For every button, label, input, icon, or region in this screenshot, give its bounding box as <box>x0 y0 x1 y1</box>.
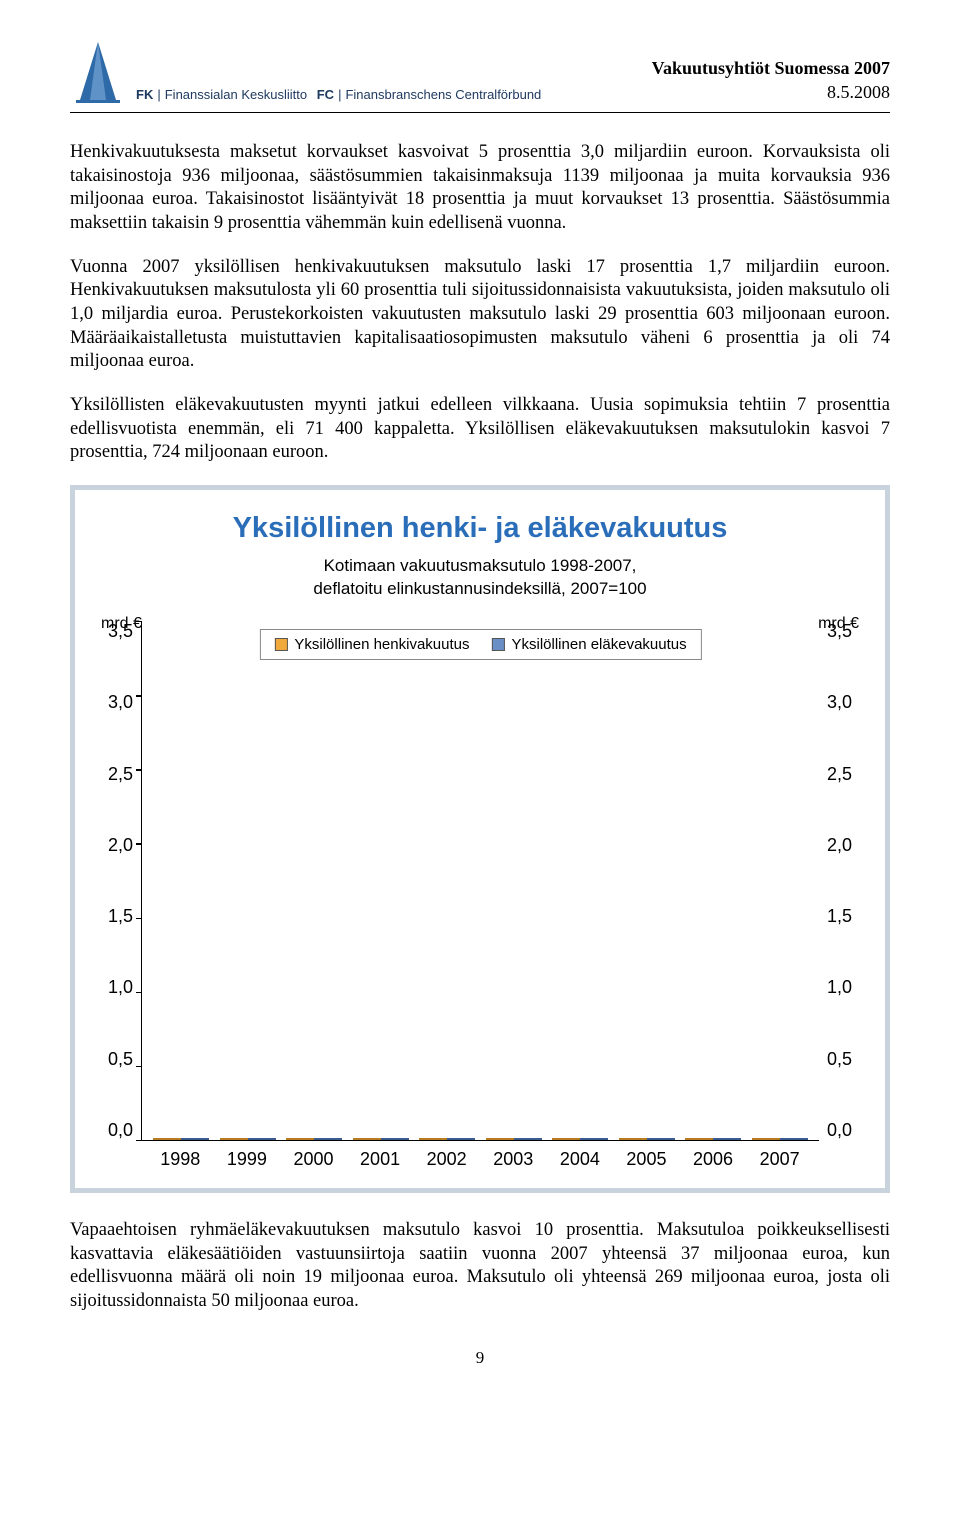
y-tick-label: 3,0 <box>101 692 133 713</box>
bar-series1 <box>752 1138 780 1140</box>
bar-series1 <box>685 1138 713 1140</box>
y-tick-label: 3,0 <box>827 692 859 713</box>
bar-group <box>684 1138 742 1140</box>
x-tick-label: 1999 <box>218 1149 276 1170</box>
x-tick-label: 2004 <box>551 1149 609 1170</box>
paragraph-3: Yksilöllisten eläkevakuutusten myynti ja… <box>70 394 890 465</box>
y-tick-label: 0,5 <box>827 1049 859 1070</box>
x-tick-label: 2001 <box>351 1149 409 1170</box>
x-tick-label: 2002 <box>418 1149 476 1170</box>
chart-area: 3,53,02,52,01,51,00,50,0 Yksilöllinen he… <box>101 621 859 1141</box>
bar-group <box>751 1138 809 1140</box>
x-tick-label: 2006 <box>684 1149 742 1170</box>
y-ticks-left: 3,53,02,52,01,51,00,50,0 <box>101 621 141 1141</box>
bar-group <box>618 1138 676 1140</box>
x-tick-label: 2000 <box>284 1149 342 1170</box>
y-tick-mark <box>136 992 142 994</box>
bar-series1 <box>353 1138 381 1140</box>
page-header: FK|Finanssialan Keskusliitto FC|Finansbr… <box>70 40 890 113</box>
chart-container: Yksilöllinen henki- ja eläkevakuutus Kot… <box>70 485 890 1193</box>
y-tick-label: 2,5 <box>827 764 859 785</box>
doc-date: 8.5.2008 <box>652 81 890 104</box>
bar-series1 <box>220 1138 248 1140</box>
logo-block: FK|Finanssialan Keskusliitto FC|Finansbr… <box>70 40 541 106</box>
y-tick-label: 0,0 <box>827 1120 859 1141</box>
y-tick-label: 0,0 <box>101 1120 133 1141</box>
y-tick-label: 2,0 <box>101 835 133 856</box>
bar-series1 <box>552 1138 580 1140</box>
bar-series2 <box>780 1138 808 1140</box>
bar-group <box>485 1138 543 1140</box>
y-tick-mark <box>136 1140 142 1142</box>
plot-area: Yksilöllinen henkivakuutus Yksilöllinen … <box>141 621 819 1141</box>
bar-group <box>152 1138 210 1140</box>
bar-series2 <box>713 1138 741 1140</box>
bar-series2 <box>248 1138 276 1140</box>
x-ticks: 1998 1999 2000 2001 2002 2003 2004 2005 2006 2007 <box>101 1141 859 1170</box>
chart-plot-wrap: mrd € mrd € 3,53,02,52,01,51,00,50,0 Yks… <box>101 621 859 1170</box>
paragraph-2: Vuonna 2007 yksilöllisen henkivakuutukse… <box>70 256 890 374</box>
doc-title: Vakuutusyhtiöt Suomessa 2007 <box>652 57 890 80</box>
y-tick-mark <box>136 769 142 771</box>
y-tick-label: 1,5 <box>101 906 133 927</box>
page-number: 9 <box>70 1348 890 1368</box>
bar-series2 <box>647 1138 675 1140</box>
x-tick-label: 2005 <box>617 1149 675 1170</box>
x-tick-label: 2007 <box>751 1149 809 1170</box>
y-tick-label: 1,0 <box>101 977 133 998</box>
y-tick-mark <box>136 695 142 697</box>
y-tick-label: 2,0 <box>827 835 859 856</box>
bar-series2 <box>580 1138 608 1140</box>
bar-group <box>219 1138 277 1140</box>
bar-series2 <box>381 1138 409 1140</box>
bar-series2 <box>181 1138 209 1140</box>
body-text-after: Vapaaehtoisen ryhmäeläkevakuutuksen maks… <box>70 1219 890 1314</box>
legend-swatch-icon <box>492 638 505 651</box>
bar-series1 <box>419 1138 447 1140</box>
org-name: FK|Finanssialan Keskusliitto FC|Finansbr… <box>136 87 541 106</box>
y-tick-label: 0,5 <box>101 1049 133 1070</box>
y-tick-mark <box>136 918 142 920</box>
bar-series1 <box>286 1138 314 1140</box>
bar-series1 <box>486 1138 514 1140</box>
bar-series1 <box>153 1138 181 1140</box>
bars-container <box>142 621 819 1140</box>
bar-series2 <box>514 1138 542 1140</box>
y-ticks-right: 3,53,02,52,01,51,00,50,0 <box>819 621 859 1141</box>
x-tick-label: 2003 <box>484 1149 542 1170</box>
y-tick-label: 1,0 <box>827 977 859 998</box>
y-axis-unit-left: mrd € <box>101 615 142 633</box>
legend-item-2: Yksilöllinen eläkevakuutus <box>492 636 687 653</box>
paragraph-4: Vapaaehtoisen ryhmäeläkevakuutuksen maks… <box>70 1219 890 1314</box>
y-tick-label: 2,5 <box>101 764 133 785</box>
y-tick-mark <box>136 1066 142 1068</box>
bar-group <box>352 1138 410 1140</box>
bar-group <box>551 1138 609 1140</box>
bar-group <box>285 1138 343 1140</box>
chart-title: Yksilöllinen henki- ja eläkevakuutus <box>101 512 859 545</box>
x-tick-label: 1998 <box>151 1149 209 1170</box>
body-text: Henkivakuutuksesta maksetut korvaukset k… <box>70 141 890 465</box>
bar-group <box>418 1138 476 1140</box>
bar-series1 <box>619 1138 647 1140</box>
chart-subtitle: Kotimaan vakuutusmaksutulo 1998-2007, de… <box>101 555 859 601</box>
bar-series2 <box>447 1138 475 1140</box>
y-tick-label: 1,5 <box>827 906 859 927</box>
y-tick-mark <box>136 843 142 845</box>
paragraph-1: Henkivakuutuksesta maksetut korvaukset k… <box>70 141 890 236</box>
doc-title-block: Vakuutusyhtiöt Suomessa 2007 8.5.2008 <box>652 57 890 106</box>
fk-logo-icon <box>70 40 126 106</box>
y-axis-unit-right: mrd € <box>818 615 859 633</box>
bar-series2 <box>314 1138 342 1140</box>
legend-swatch-icon <box>274 638 287 651</box>
y-tick-mark <box>136 621 142 623</box>
legend-item-1: Yksilöllinen henkivakuutus <box>274 636 469 653</box>
chart-legend: Yksilöllinen henkivakuutus Yksilöllinen … <box>259 629 701 660</box>
